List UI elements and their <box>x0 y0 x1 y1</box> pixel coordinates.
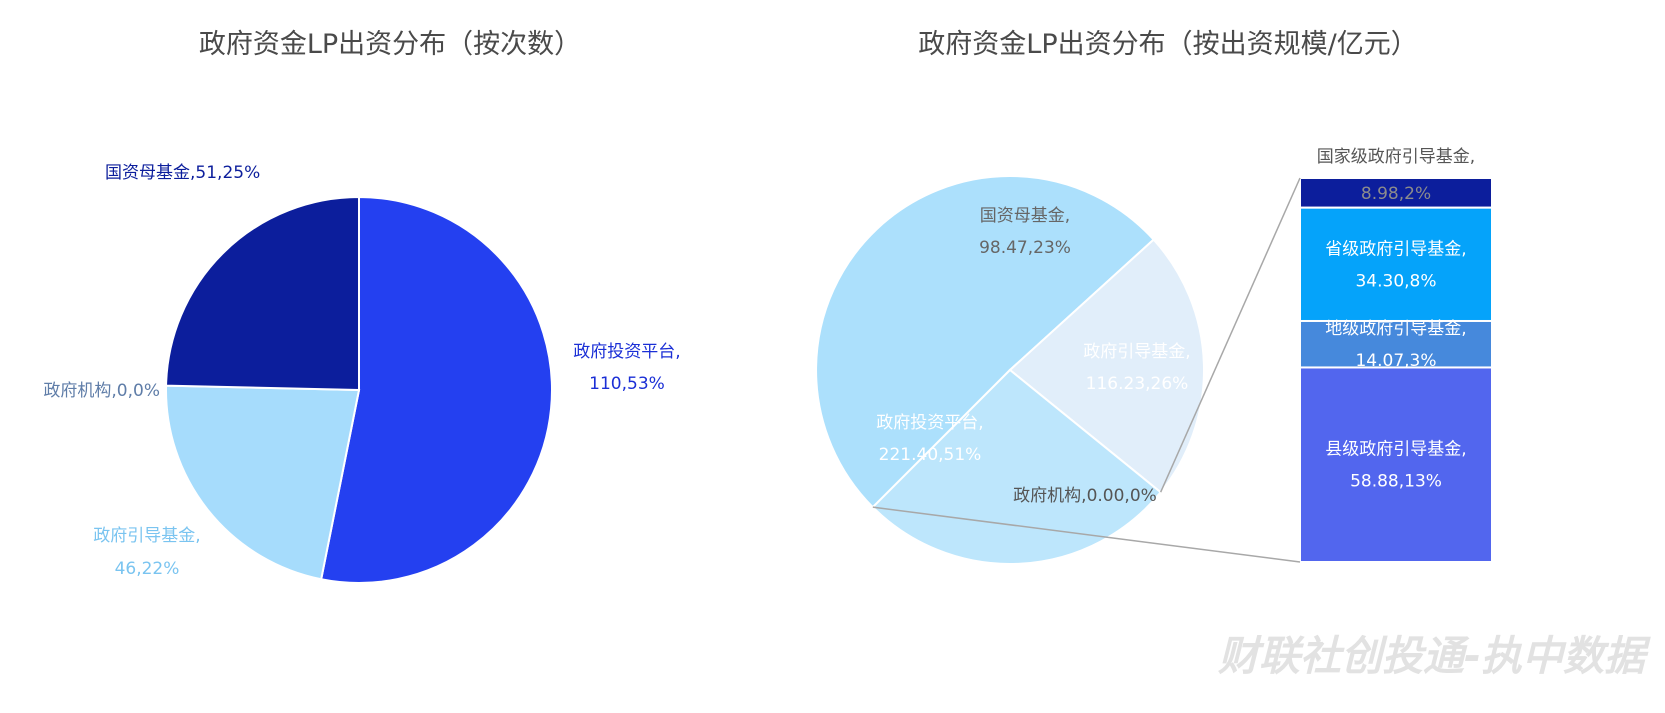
breakdown-value-地级政府引导基金: 14.07,3% <box>1355 351 1436 371</box>
breakdown-stacked-bar <box>1299 177 1493 563</box>
right-data-label-政府机构: 政府机构,0.00,0% <box>1013 486 1157 506</box>
right-data-label-国资母基金: 国资母基金, <box>980 206 1070 226</box>
left-data-label-政府投资平台: 政府投资平台, <box>573 342 680 362</box>
breakdown-value-国家级政府引导基金: 8.98,2% <box>1361 184 1431 204</box>
breakdown-label-国家级政府引导基金: 国家级政府引导基金, <box>1317 147 1475 167</box>
breakdown-connector-lines <box>872 177 1301 563</box>
left-chart-title: 政府资金LP出资分布（按次数） <box>199 29 581 60</box>
right-data-label-政府投资平台: 政府投资平台, <box>876 413 983 433</box>
data-labels: 政府投资平台, 110,53% 政府引导基金, 46,22% 政府机构,0,0% 国资母基… <box>43 147 1475 579</box>
watermark: 财联社创投通-执中数据 <box>1218 632 1651 680</box>
left-data-label-政府机构: 政府机构,0,0% <box>43 381 160 401</box>
left-pie-slice-政府引导基金 <box>165 384 361 581</box>
right-data-label-政府引导基金: 政府引导基金, <box>1083 342 1190 362</box>
right-pie-slice-政府投资平台 <box>815 175 1156 509</box>
right-chart-title: 政府资金LP出资分布（按出资规模/亿元） <box>918 29 1417 60</box>
right-data-value-政府引导基金: 116.23,26% <box>1086 374 1189 394</box>
right-pie-slice-国资母基金 <box>1008 238 1205 494</box>
left-data-value-政府引导基金: 46,22% <box>115 559 180 579</box>
breakdown-label-省级政府引导基金: 省级政府引导基金, <box>1325 239 1466 259</box>
breakdown-value-县级政府引导基金: 58.88,13% <box>1350 472 1442 492</box>
left-data-label-政府引导基金: 政府引导基金, <box>93 526 200 546</box>
breakdown-segment-国家级政府引导基金 <box>1299 177 1493 209</box>
left-data-value-政府投资平台: 110,53% <box>589 374 665 394</box>
left-pie-slice-政府投资平台 <box>319 195 553 584</box>
right-data-value-国资母基金: 98.47,23% <box>979 238 1071 258</box>
connector-line-bottom <box>872 506 1301 563</box>
breakdown-segment-县级政府引导基金 <box>1299 366 1493 563</box>
left-pie <box>165 195 553 584</box>
left-pie-slice-国资母基金 <box>165 195 360 392</box>
breakdown-label-地级政府引导基金: 地级政府引导基金, <box>1325 319 1466 339</box>
left-data-label-国资母基金: 国资母基金,51,25% <box>105 163 260 183</box>
connector-line-top <box>1159 177 1301 493</box>
right-data-value-政府投资平台: 221.40,51% <box>879 445 982 465</box>
breakdown-value-省级政府引导基金: 34.30,8% <box>1355 271 1436 291</box>
breakdown-segment-省级政府引导基金 <box>1299 206 1493 322</box>
right-pie-slice-政府引导基金 <box>871 368 1163 565</box>
breakdown-label-县级政府引导基金: 县级政府引导基金, <box>1325 440 1466 460</box>
right-pie <box>815 175 1205 565</box>
